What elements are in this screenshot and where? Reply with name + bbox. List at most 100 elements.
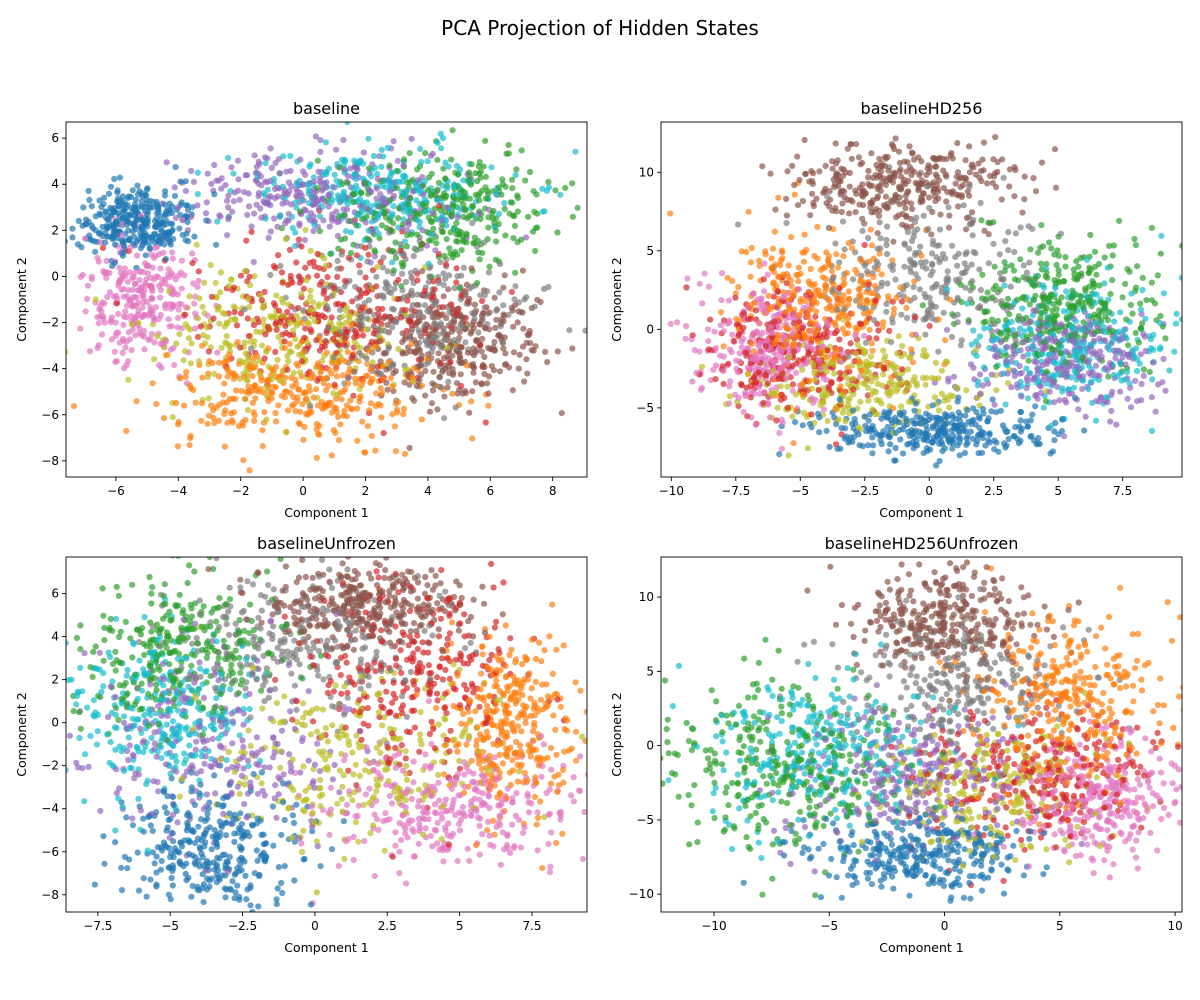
scatter-point-class-8 [789, 413, 796, 420]
scatter-point-class-1 [808, 335, 815, 342]
scatter-point-class-3 [777, 396, 785, 403]
scatter-point-class-0 [138, 233, 145, 240]
scatter-point-class-5 [457, 344, 464, 351]
scatter-point-class-0 [164, 236, 171, 243]
scatter-point-class-2 [425, 187, 432, 194]
scatter-point-class-6 [112, 319, 119, 326]
scatter-point-class-2 [316, 228, 323, 235]
scatter-point-class-4 [523, 234, 530, 241]
scatter-point-class-4 [299, 181, 306, 188]
scatter-point-class-1 [339, 372, 347, 379]
scatter-point-class-0 [933, 462, 940, 469]
scatter-point-class-0 [162, 256, 169, 263]
scatter-point-class-2 [344, 179, 351, 187]
scatter-point-class-7 [944, 274, 951, 281]
scatter-point-class-7 [426, 273, 433, 280]
scatter-point-class-3 [397, 314, 404, 321]
scatter-point-class-0 [838, 424, 845, 432]
scatter-point-class-9 [289, 224, 296, 232]
scatter-point-class-9 [1070, 384, 1078, 391]
scatter-point-class-7 [426, 308, 433, 315]
scatter-point-class-9 [316, 213, 324, 220]
scatter-point-class-7 [375, 325, 382, 332]
scatter-point-class-3 [302, 325, 309, 332]
scatter-point-class-1 [392, 448, 399, 455]
scatter-point-class-1 [845, 322, 853, 329]
scatter-point-class-7 [907, 268, 915, 275]
scatter-point-class-9 [305, 190, 312, 197]
scatter-point-class-6 [106, 269, 113, 277]
scatter-point-class-7 [440, 328, 447, 335]
scatter-point-class-8 [66, 348, 69, 355]
scatter-point-class-5 [882, 155, 890, 162]
scatter-point-class-3 [349, 298, 356, 305]
scatter-point-class-6 [174, 324, 181, 331]
scatter-point-class-9 [572, 148, 579, 155]
scatter-point-class-5 [509, 307, 516, 314]
scatter-point-class-2 [1060, 278, 1067, 285]
scatter-point-class-6 [720, 353, 727, 360]
scatter-point-class-5 [759, 163, 766, 170]
scatter-point-class-2 [554, 229, 561, 236]
plot-frame [65, 121, 588, 478]
scatter-point-class-4 [420, 191, 427, 198]
scatter-point-class-1 [284, 407, 292, 414]
scatter-point-class-0 [92, 248, 99, 255]
scatter-point-class-5 [783, 195, 790, 202]
scatter-point-class-1 [242, 395, 249, 402]
scatter-point-class-3 [348, 355, 355, 362]
scatter-point-class-6 [192, 310, 199, 317]
scatter-point-class-1 [449, 390, 456, 397]
scatter-point-class-8 [862, 380, 869, 388]
scatter-point-class-8 [275, 333, 282, 341]
scatter-point-class-8 [259, 342, 266, 349]
scatter-point-class-3 [362, 274, 369, 281]
scatter-point-class-7 [399, 270, 406, 277]
scatter-point-class-0 [103, 209, 110, 216]
scatter-point-class-7 [437, 322, 444, 329]
scatter-point-class-3 [323, 295, 331, 302]
scatter-point-class-7 [422, 321, 429, 328]
scatter-point-class-1 [301, 423, 308, 431]
scatter-point-class-5 [1006, 166, 1014, 173]
scatter-point-class-7 [906, 245, 913, 252]
scatter-point-class-9 [421, 196, 428, 203]
scatter-point-class-7 [336, 306, 344, 313]
scatter-point-class-9 [304, 181, 311, 188]
y-tick-label: 6 [51, 131, 59, 145]
scatter-point-class-0 [191, 233, 198, 240]
scatter-point-class-1 [861, 281, 868, 288]
scatter-point-class-6 [711, 328, 718, 335]
scatter-point-class-5 [481, 370, 488, 378]
scatter-point-class-4 [1084, 359, 1091, 366]
scatter-point-class-4 [1109, 388, 1116, 395]
scatter-point-class-1 [319, 375, 326, 382]
scatter-point-class-8 [239, 358, 246, 365]
scatter-point-class-1 [298, 338, 305, 345]
scatter-point-class-1 [797, 296, 805, 303]
scatter-point-class-5 [492, 324, 499, 331]
scatter-point-class-7 [566, 327, 573, 334]
scatter-point-class-1 [199, 400, 206, 407]
scatter-point-class-1 [393, 406, 401, 413]
scatter-point-class-8 [217, 269, 225, 276]
scatter-point-class-5 [429, 380, 436, 387]
scatter-point-class-1 [408, 341, 415, 348]
scatter-point-class-0 [107, 204, 114, 211]
scatter-point-class-5 [412, 349, 419, 356]
scatter-point-class-0 [150, 198, 157, 205]
scatter-point-class-9 [1136, 360, 1143, 367]
scatter-point-class-2 [380, 210, 387, 217]
scatter-point-class-1 [240, 457, 247, 464]
scatter-point-class-2 [514, 239, 521, 246]
scatter-point-class-2 [363, 213, 370, 220]
scatter-point-class-5 [425, 351, 432, 358]
scatter-point-class-0 [114, 187, 121, 194]
scatter-point-class-3 [324, 274, 331, 281]
scatter-point-class-9 [413, 197, 420, 204]
scatter-point-class-4 [1102, 364, 1109, 372]
scatter-point-class-1 [791, 191, 798, 198]
scatter-point-class-2 [509, 199, 516, 206]
scatter-point-class-6 [122, 344, 129, 351]
scatter-point-class-5 [392, 368, 399, 375]
